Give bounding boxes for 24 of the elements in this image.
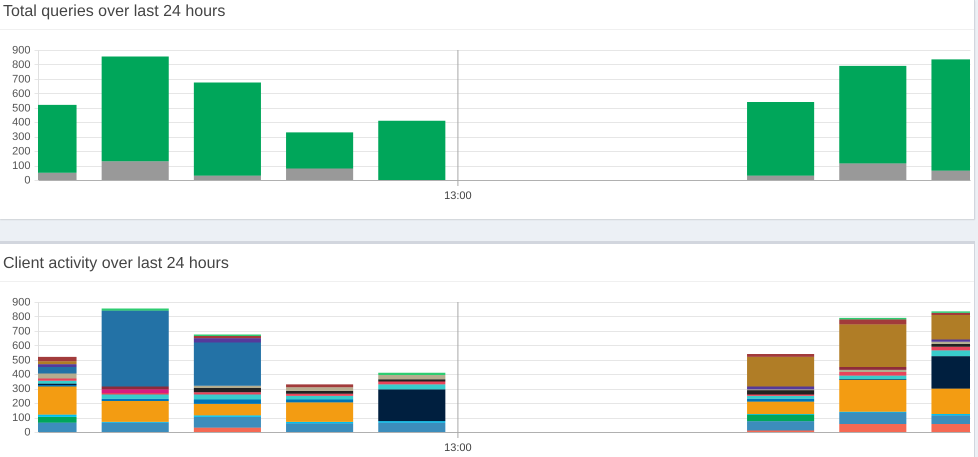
- y-tick-label: 0: [24, 426, 30, 438]
- y-tick-label: 600: [12, 88, 30, 100]
- y-tick-label: 400: [12, 368, 30, 381]
- y-tick-label: 800: [12, 58, 30, 71]
- y-tick-label: 900: [12, 44, 30, 56]
- text: 13:00: [444, 442, 472, 454]
- y-tick-label: 900: [12, 296, 30, 308]
- y-tick-label: 500: [12, 102, 30, 114]
- y-tick-label: 700: [12, 325, 30, 338]
- y-tick-label: 100: [12, 160, 30, 172]
- chart-title: Total queries over last 24 hours: [3, 3, 226, 21]
- chart-title: Client activity over last 24 hours: [3, 255, 229, 273]
- y-tick-label: 100: [12, 412, 30, 424]
- y-tick-label: 500: [12, 354, 30, 366]
- y-tick-label: 200: [12, 146, 30, 158]
- y-tick-label: 800: [12, 310, 30, 323]
- y-tick-label: 600: [12, 340, 30, 352]
- y-tick-label: 0: [24, 174, 30, 186]
- y-tick-label: 700: [12, 73, 30, 86]
- y-tick-label: 300: [12, 383, 30, 396]
- y-tick-label: 300: [12, 131, 30, 144]
- text: 13:00: [444, 190, 472, 202]
- y-tick-label: 400: [12, 116, 30, 129]
- y-tick-label: 200: [12, 398, 30, 410]
